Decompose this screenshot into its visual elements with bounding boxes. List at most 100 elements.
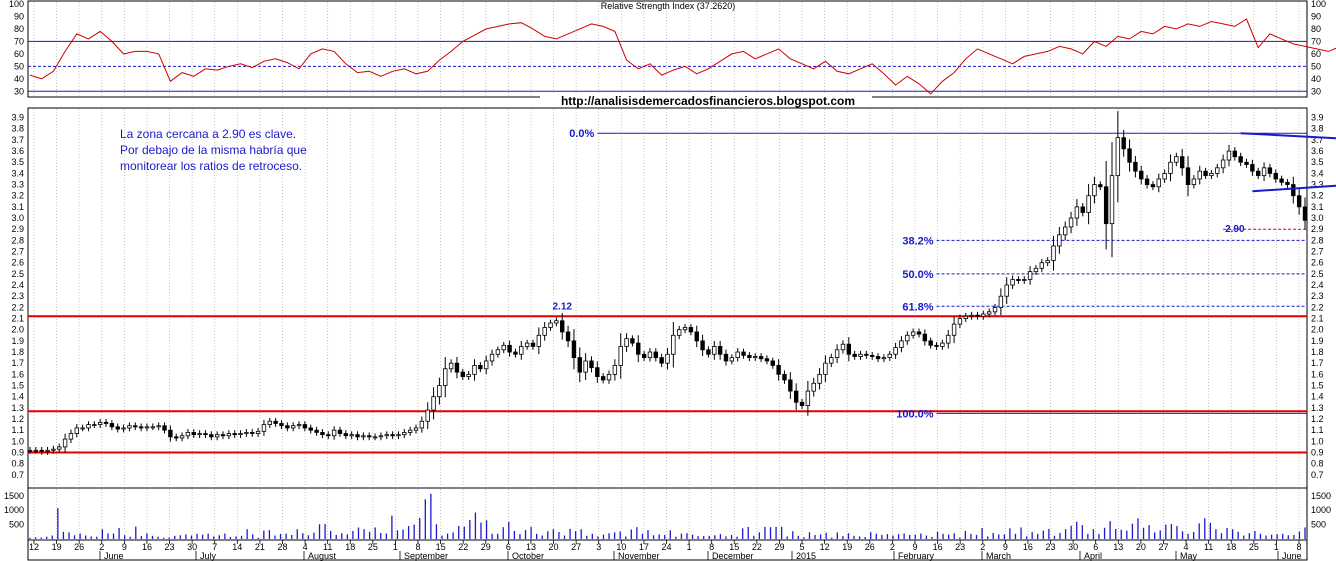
candle-body [1227,151,1231,160]
candle-body [338,430,342,433]
candle-body [69,434,73,440]
candle-body [964,316,968,318]
candle-body [1034,268,1038,271]
month-label: July [200,551,217,561]
price-ytick-right: 3.4 [1311,168,1324,178]
rsi-ytick-right: 50 [1311,61,1321,71]
candle-body [1198,171,1202,179]
candle-body [1139,171,1143,179]
x-tick-label: 26 [865,542,875,552]
candle-body [110,423,114,426]
price-ytick-left: 3.8 [11,124,24,134]
candle-body [268,421,272,424]
price-ytick-left: 1.9 [11,336,24,346]
candle-body [952,324,956,335]
month-label: 2015 [796,551,816,561]
candle-body [1046,260,1050,262]
candle-body [449,363,453,369]
price-ytick-left: 2.1 [11,314,24,324]
candle-body [180,436,184,438]
candle-body [537,335,541,346]
candle-body [139,427,143,428]
candle-body [613,365,617,374]
candle-body [976,315,980,316]
candle-body [555,321,559,323]
candle-body [408,430,412,432]
price-ytick-right: 3.1 [1311,202,1324,212]
candle-body [350,435,354,436]
price-ytick-left: 2.3 [11,291,24,301]
candle-body [1134,162,1138,171]
candle-body [75,428,79,434]
candle-body [824,363,828,374]
price-ytick-left: 2.0 [11,325,24,335]
candle-body [145,427,149,428]
candle-body [490,354,494,361]
candle-body [397,435,401,436]
price-ytick-right: 2.7 [1311,247,1324,257]
candle-body [274,421,278,423]
candle-body [905,335,909,341]
candle-body [1087,196,1091,213]
x-tick-label: 18 [1226,542,1236,552]
candle-body [461,372,465,376]
rsi-ytick-right: 100 [1311,0,1326,9]
x-tick-label: 25 [1249,542,1259,552]
candle-body [946,335,950,343]
candle-body [484,361,488,369]
x-tick-label: 28 [277,542,287,552]
x-tick-label: 16 [1023,542,1033,552]
candle-body [128,426,132,428]
x-tick-label: 6 [506,542,511,552]
rsi-panel [28,1,1307,97]
candle-body [250,432,254,433]
x-tick-label: 24 [661,542,671,552]
price-ytick-right: 1.3 [1311,403,1324,413]
candle-body [1286,182,1290,184]
rsi-ytick-right: 30 [1311,86,1321,96]
candle-body [514,352,518,354]
month-label: February [898,551,935,561]
volume-ytick-left: 1000 [4,505,24,515]
candle-body [929,341,933,345]
x-tick-label: 20 [549,542,559,552]
month-label: March [986,551,1011,561]
price-ytick-left: 3.9 [11,113,24,123]
candle-body [1192,179,1196,185]
price-ytick-left: 3.7 [11,135,24,145]
candle-body [677,330,681,336]
annotation-line-1: La zona cercana a 2.90 es clave. [120,127,296,141]
candle-body [291,426,295,428]
candle-body [1186,168,1190,185]
blog-url[interactable]: http://analisisdemercadosfinancieros.blo… [561,94,855,108]
price-ytick-left: 1.6 [11,369,24,379]
price-ytick-left: 2.5 [11,269,24,279]
candle-body [227,434,231,436]
candle-body [1116,138,1120,176]
candle-body [1145,179,1149,185]
price-ytick-left: 2.4 [11,280,24,290]
candle-body [479,365,483,368]
candle-body [759,356,763,358]
price-ytick-right: 2.0 [1311,325,1324,335]
rsi-ytick-left: 60 [14,49,24,59]
candle-body [315,430,319,432]
candle-body [835,350,839,358]
candle-body [163,426,167,430]
rsi-ytick-right: 40 [1311,74,1321,84]
price-ytick-left: 0.7 [11,470,24,480]
candle-body [286,426,290,428]
price-ytick-left: 2.7 [11,247,24,257]
candle-body [1098,185,1102,187]
candle-body [601,377,605,380]
candle-body [870,355,874,356]
candle-body [385,435,389,436]
candle-body [566,332,570,341]
candle-body [1011,279,1015,285]
month-label: October [512,551,544,561]
price-ytick-right: 2.8 [1311,235,1324,245]
candle-body [701,341,705,350]
x-tick-label: 11 [1204,542,1213,552]
candle-body [1063,227,1067,235]
candle-body [549,323,553,327]
